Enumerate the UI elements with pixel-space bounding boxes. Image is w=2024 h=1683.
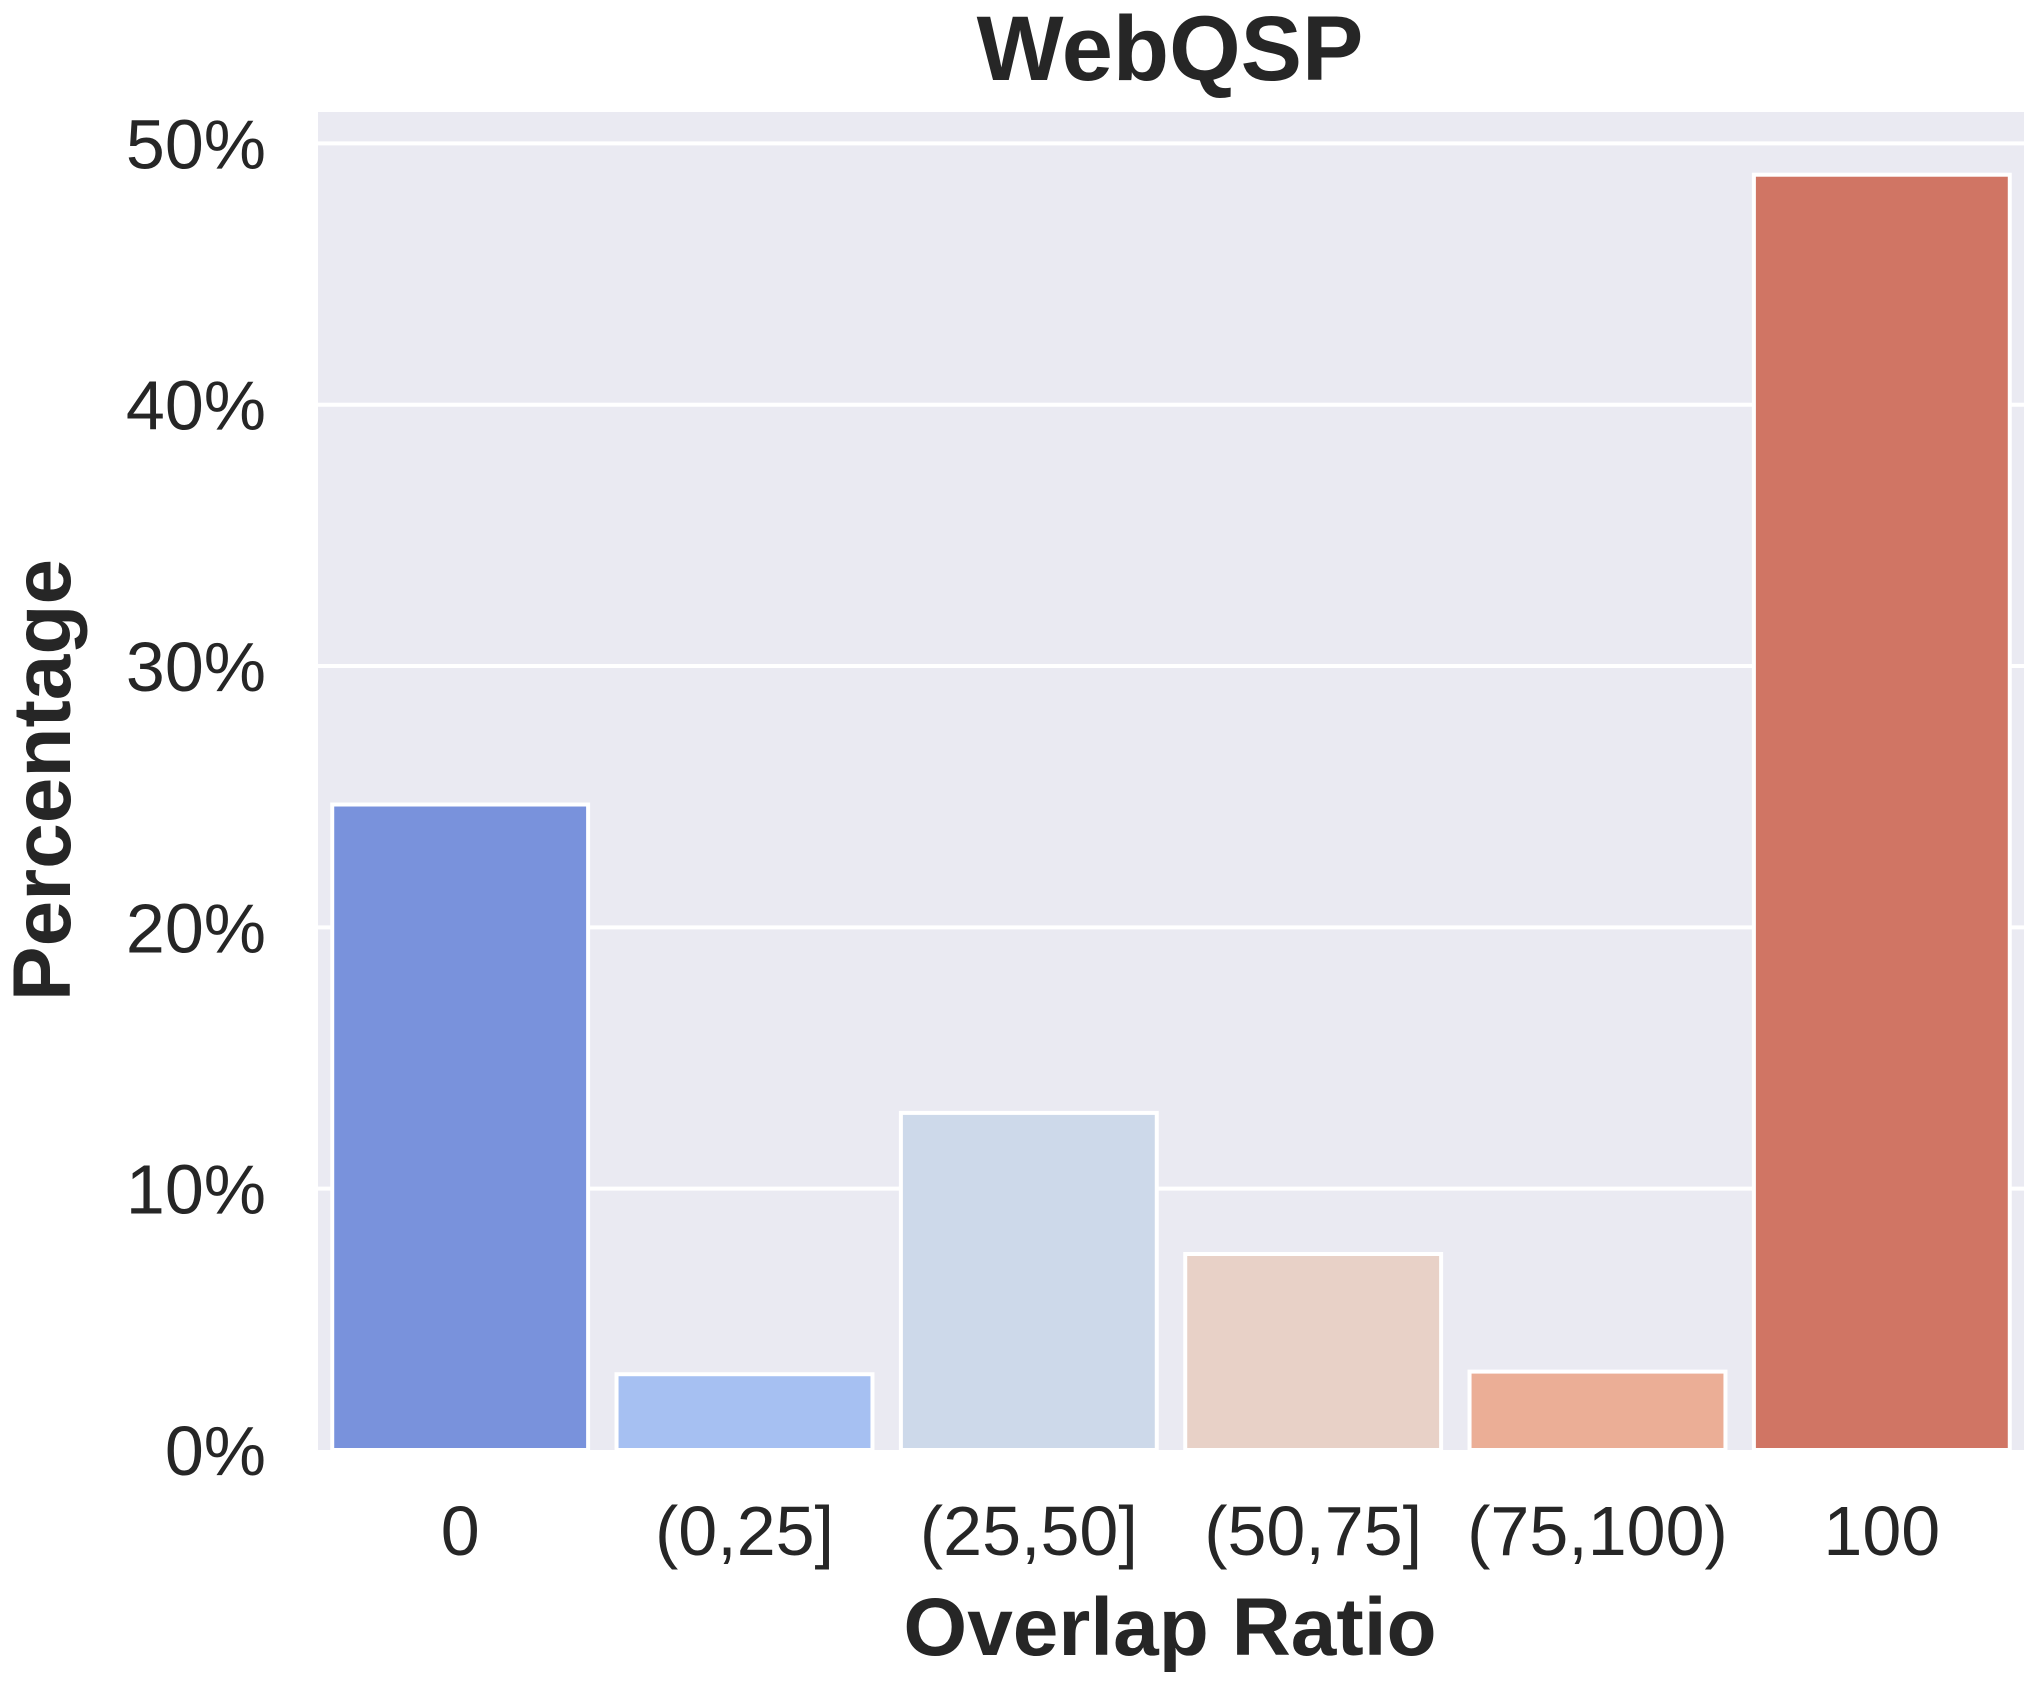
plot-area	[318, 112, 2024, 1450]
grid-lines	[318, 141, 2024, 1191]
bar	[1183, 1252, 1444, 1452]
y-tick-label: 50%	[126, 105, 266, 183]
x-tick-label: (50,75]	[1204, 1492, 1422, 1570]
x-axis-ticks: 0 (0,25] (25,50] (50,75] (75,100) 100	[441, 1492, 1941, 1570]
bar	[1467, 1369, 1728, 1452]
y-tick-label: 40%	[126, 367, 266, 445]
y-tick-label: 0%	[165, 1412, 266, 1490]
bar	[898, 1110, 1159, 1452]
y-tick-label: 10%	[126, 1151, 266, 1229]
bars	[330, 172, 2012, 1452]
y-tick-label: 30%	[126, 628, 266, 706]
bar	[1751, 172, 2012, 1452]
bar	[614, 1372, 875, 1452]
x-tick-label: 100	[1823, 1492, 1940, 1570]
y-tick-label: 20%	[126, 889, 266, 967]
y-axis-label: Percentage	[0, 559, 88, 1001]
x-tick-label: (75,100)	[1467, 1492, 1728, 1570]
x-axis-label: Overlap Ratio	[903, 1582, 1436, 1673]
x-tick-label: (25,50]	[920, 1492, 1138, 1570]
bar	[330, 802, 591, 1452]
y-axis-ticks: 0% 10% 20% 30% 40% 50%	[126, 105, 266, 1490]
chart-title: WebQSP	[977, 0, 1364, 100]
x-tick-label: 0	[441, 1492, 480, 1570]
x-tick-label: (0,25]	[655, 1492, 834, 1570]
